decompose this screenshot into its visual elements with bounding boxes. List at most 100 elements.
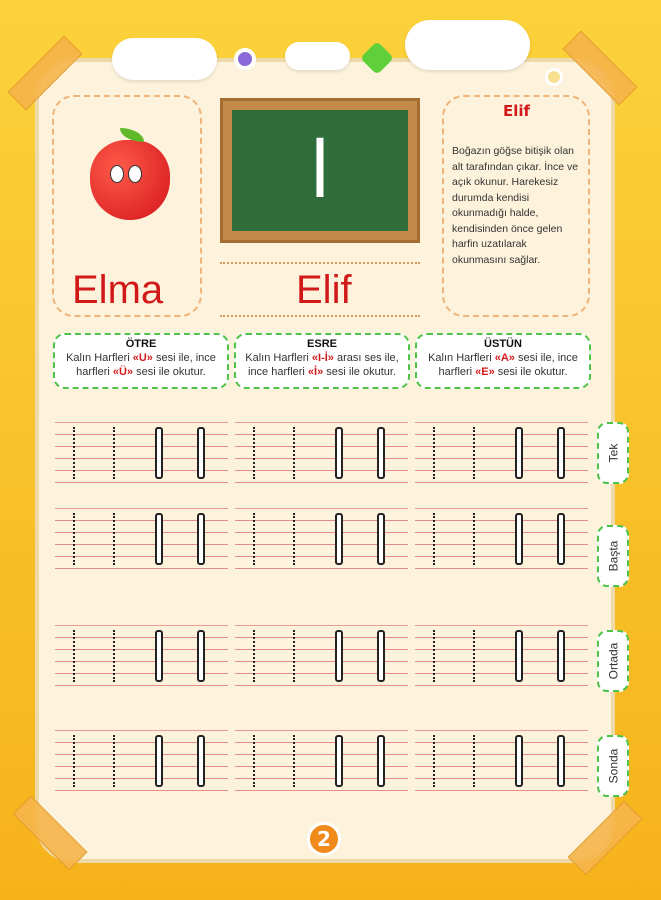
instruction-otre: ÖTRE Kalın Harfleri «U» sesi ile, ince ha… bbox=[53, 333, 229, 389]
tab-label: Ortada bbox=[606, 642, 620, 680]
tab-tek[interactable]: Tek bbox=[597, 422, 629, 484]
picture-word: Elma bbox=[72, 268, 164, 312]
dotted-letter-guide bbox=[253, 513, 255, 565]
letter-stroke-guide bbox=[515, 630, 523, 682]
writing-practice-lines[interactable] bbox=[55, 422, 228, 484]
instruction-text: arası ses ile, ince harfleri bbox=[248, 352, 399, 378]
dotted-letter-guide bbox=[293, 427, 295, 479]
chalkboard: ا bbox=[220, 98, 420, 243]
writing-practice-lines[interactable] bbox=[235, 422, 408, 484]
tab-sonda[interactable]: Sonda bbox=[597, 735, 629, 797]
dotted-letter-guide bbox=[473, 735, 475, 787]
tab-label: Başta bbox=[606, 540, 620, 572]
letter-stroke-guide bbox=[515, 735, 523, 787]
dotted-letter-guide bbox=[433, 513, 435, 565]
dotted-letter-guide bbox=[73, 735, 75, 787]
instruction-esre: ESRE Kalın Harfleri «I-İ» arası ses ile, … bbox=[234, 333, 410, 389]
letter-stroke-guide bbox=[155, 630, 163, 682]
cloud-decoration bbox=[112, 38, 217, 80]
writing-practice-lines[interactable] bbox=[55, 730, 228, 792]
instruction-text: Kalın Harfleri bbox=[66, 352, 133, 364]
dotted-letter-guide bbox=[113, 735, 115, 787]
divider bbox=[220, 262, 420, 264]
letter-stroke-guide bbox=[197, 513, 205, 565]
writing-practice-lines[interactable] bbox=[415, 730, 588, 792]
writing-practice-lines[interactable] bbox=[55, 508, 228, 570]
button-decoration bbox=[545, 68, 563, 86]
info-text: Boğazın göğse bitişik olan alt tarafında… bbox=[452, 145, 579, 266]
dotted-letter-guide bbox=[253, 427, 255, 479]
writing-practice-lines[interactable] bbox=[415, 508, 588, 570]
dotted-letter-guide bbox=[473, 513, 475, 565]
info-title: Elif bbox=[502, 102, 531, 120]
dotted-letter-guide bbox=[253, 630, 255, 682]
dotted-letter-guide bbox=[473, 630, 475, 682]
tab-ortada[interactable]: Ortada bbox=[597, 630, 629, 692]
dotted-letter-guide bbox=[73, 427, 75, 479]
dotted-letter-guide bbox=[293, 735, 295, 787]
eye-icon bbox=[110, 165, 124, 183]
letter-stroke-guide bbox=[335, 427, 343, 479]
instruction-highlight: «Ü» bbox=[112, 366, 134, 378]
instruction-highlight: «U» bbox=[132, 352, 153, 364]
letter-stroke-guide bbox=[377, 427, 385, 479]
dotted-letter-guide bbox=[293, 630, 295, 682]
writing-practice-lines[interactable] bbox=[235, 625, 408, 687]
instruction-highlight: «İ» bbox=[307, 366, 324, 378]
letter-stroke-guide bbox=[377, 735, 385, 787]
letter-stroke-guide bbox=[515, 513, 523, 565]
instruction-text: Kalın Harfleri bbox=[245, 352, 312, 364]
tab-label: Sonda bbox=[606, 748, 621, 784]
instruction-ustun: ÜSTÜN Kalın Harfleri «A» sesi ile, ince h… bbox=[415, 333, 591, 389]
instruction-text: Kalın Harfleri bbox=[428, 352, 495, 364]
instruction-text: sesi ile okutur. bbox=[494, 366, 568, 378]
cloud-decoration bbox=[285, 42, 350, 70]
board-letter: ا bbox=[232, 110, 408, 231]
dotted-letter-guide bbox=[433, 630, 435, 682]
page-number: 2 bbox=[307, 822, 341, 856]
dotted-letter-guide bbox=[113, 630, 115, 682]
letter-stroke-guide bbox=[557, 513, 565, 565]
letter-stroke-guide bbox=[335, 513, 343, 565]
dotted-letter-guide bbox=[73, 513, 75, 565]
letter-stroke-guide bbox=[377, 630, 385, 682]
instruction-highlight: «E» bbox=[475, 366, 495, 378]
picture-box bbox=[52, 95, 202, 317]
letter-stroke-guide bbox=[557, 630, 565, 682]
letter-stroke-guide bbox=[197, 630, 205, 682]
dotted-letter-guide bbox=[73, 630, 75, 682]
eye-icon bbox=[128, 165, 142, 183]
letter-stroke-guide bbox=[155, 735, 163, 787]
dotted-letter-guide bbox=[433, 427, 435, 479]
info-box bbox=[442, 95, 590, 317]
letter-name: Elif bbox=[296, 268, 352, 312]
dotted-letter-guide bbox=[293, 513, 295, 565]
letter-stroke-guide bbox=[155, 427, 163, 479]
letter-stroke-guide bbox=[197, 735, 205, 787]
letter-stroke-guide bbox=[335, 735, 343, 787]
writing-practice-lines[interactable] bbox=[415, 422, 588, 484]
writing-practice-lines[interactable] bbox=[235, 730, 408, 792]
letter-stroke-guide bbox=[557, 427, 565, 479]
writing-practice-lines[interactable] bbox=[415, 625, 588, 687]
letter-stroke-guide bbox=[377, 513, 385, 565]
instruction-text: sesi ile okutur. bbox=[323, 366, 396, 378]
dotted-letter-guide bbox=[473, 427, 475, 479]
tab-basta[interactable]: Başta bbox=[597, 525, 629, 587]
divider bbox=[220, 315, 420, 317]
writing-practice-lines[interactable] bbox=[55, 625, 228, 687]
letter-stroke-guide bbox=[515, 427, 523, 479]
letter-stroke-guide bbox=[335, 630, 343, 682]
writing-practice-lines[interactable] bbox=[235, 508, 408, 570]
dotted-letter-guide bbox=[113, 513, 115, 565]
dotted-letter-guide bbox=[253, 735, 255, 787]
tab-label: Tek bbox=[606, 443, 620, 463]
instruction-title: ÖTRE bbox=[125, 338, 157, 350]
cloud-decoration bbox=[405, 20, 530, 70]
instruction-highlight: «A» bbox=[494, 352, 515, 364]
letter-stroke-guide bbox=[155, 513, 163, 565]
dotted-letter-guide bbox=[433, 735, 435, 787]
instruction-title: ÜSTÜN bbox=[484, 338, 522, 350]
instruction-highlight: «I-İ» bbox=[311, 352, 334, 364]
instruction-text: sesi ile, ince harfleri bbox=[438, 352, 578, 378]
